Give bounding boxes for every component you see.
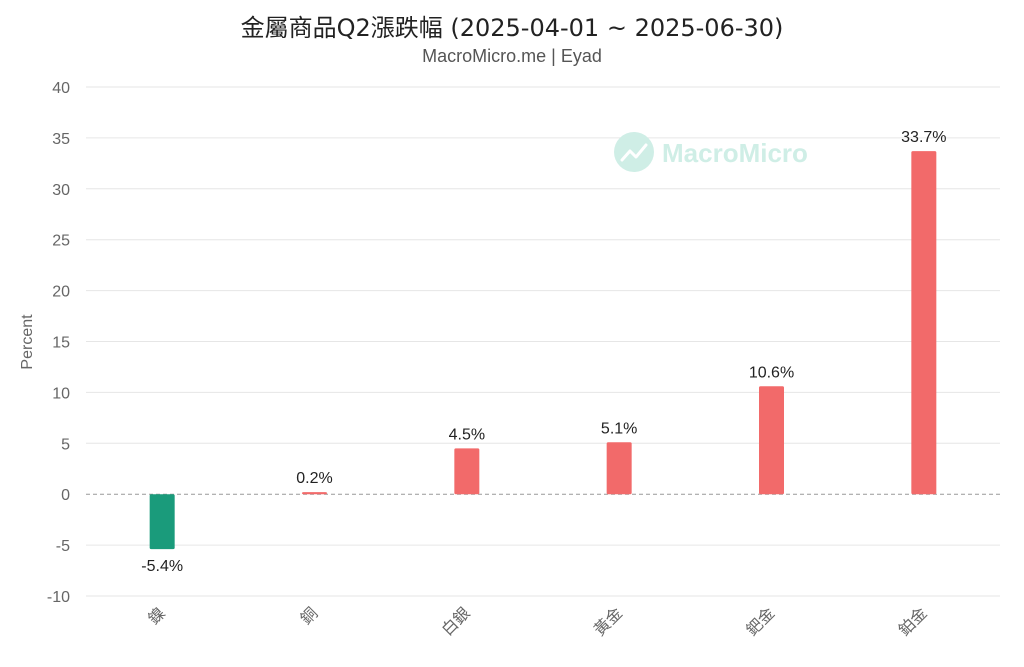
bars xyxy=(149,151,937,550)
y-tick-label: 15 xyxy=(52,335,70,352)
bar-4[interactable] xyxy=(759,386,784,495)
bar-5[interactable] xyxy=(911,151,937,495)
data-label: 5.1% xyxy=(601,420,637,437)
bar-1[interactable] xyxy=(302,492,327,495)
x-tick-label: 鈀金 xyxy=(743,604,778,639)
y-tick-label: 5 xyxy=(61,436,70,453)
y-axis-label: Percent xyxy=(19,314,36,370)
bar-0[interactable] xyxy=(149,494,175,550)
data-label: 0.2% xyxy=(296,470,332,487)
x-tick-label: 黃金 xyxy=(591,604,626,639)
data-label: 10.6% xyxy=(749,364,794,381)
y-tick-label: 0 xyxy=(61,487,70,504)
watermark-text: MacroMicro xyxy=(662,138,808,168)
x-tick-label: 銅 xyxy=(297,604,321,628)
data-label: 33.7% xyxy=(901,129,946,146)
data-labels: -5.4% 0.2% 4.5% 5.1% 10.6% 33.7% xyxy=(141,129,946,575)
chart-title: 金屬商品Q2漲跌幅 (2025-04-01 ~ 2025-06-30) xyxy=(240,14,784,42)
y-tick-label: 40 xyxy=(52,80,70,97)
y-tick-label: 25 xyxy=(52,233,70,250)
y-tick-label: 20 xyxy=(52,284,70,301)
y-tick-label: 10 xyxy=(52,385,70,402)
gridlines xyxy=(86,86,1000,597)
data-label: 4.5% xyxy=(449,426,485,443)
x-tick-label: 白銀 xyxy=(438,604,473,639)
y-tick-label: 30 xyxy=(52,182,70,199)
bar-2[interactable] xyxy=(454,448,480,495)
y-tick-label: -5 xyxy=(56,538,70,555)
data-label: -5.4% xyxy=(141,558,183,575)
watermark-logo-icon xyxy=(614,132,654,172)
y-tick-label: 35 xyxy=(52,131,70,148)
watermark-chart-glyph xyxy=(620,143,648,162)
y-tick-label: -10 xyxy=(47,589,70,606)
x-tick-label: 鎳 xyxy=(145,604,169,628)
x-axis-ticks: 鎳 銅 白銀 黃金 鈀金 鉑金 xyxy=(145,604,931,639)
x-tick-label: 鉑金 xyxy=(895,604,930,639)
y-axis-ticks: 40 35 30 25 20 15 10 5 0 -5 -10 xyxy=(47,80,70,606)
bar-3[interactable] xyxy=(606,442,632,495)
chart-subtitle: MacroMicro.me | Eyad xyxy=(422,46,602,66)
watermark: MacroMicro xyxy=(614,132,808,172)
